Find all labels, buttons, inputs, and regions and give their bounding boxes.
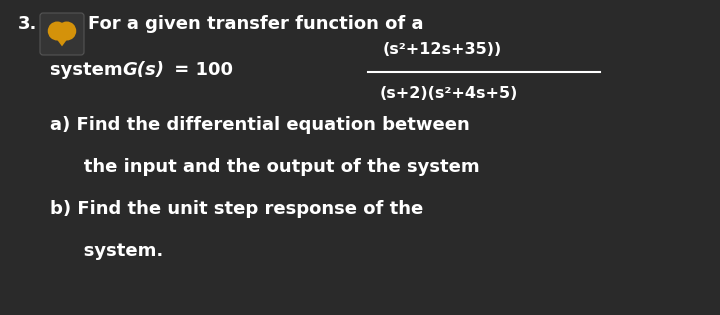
- Text: For a given transfer function of a: For a given transfer function of a: [88, 15, 423, 33]
- FancyBboxPatch shape: [40, 13, 84, 55]
- Text: the input and the output of the system: the input and the output of the system: [65, 158, 480, 176]
- Text: G(s): G(s): [122, 61, 164, 79]
- Text: (s²+12s+35)): (s²+12s+35)): [383, 43, 503, 58]
- Text: system: system: [50, 61, 129, 79]
- Text: = 100: = 100: [168, 61, 239, 79]
- Circle shape: [58, 21, 76, 41]
- Text: b) Find the unit step response of the: b) Find the unit step response of the: [50, 200, 423, 218]
- Text: a) Find the differential equation between: a) Find the differential equation betwee…: [50, 116, 469, 134]
- Text: system.: system.: [65, 242, 163, 260]
- Text: (s+2)(s²+4s+5): (s+2)(s²+4s+5): [380, 85, 518, 100]
- Polygon shape: [49, 29, 75, 46]
- Circle shape: [48, 21, 67, 41]
- Text: 3.: 3.: [18, 15, 37, 33]
